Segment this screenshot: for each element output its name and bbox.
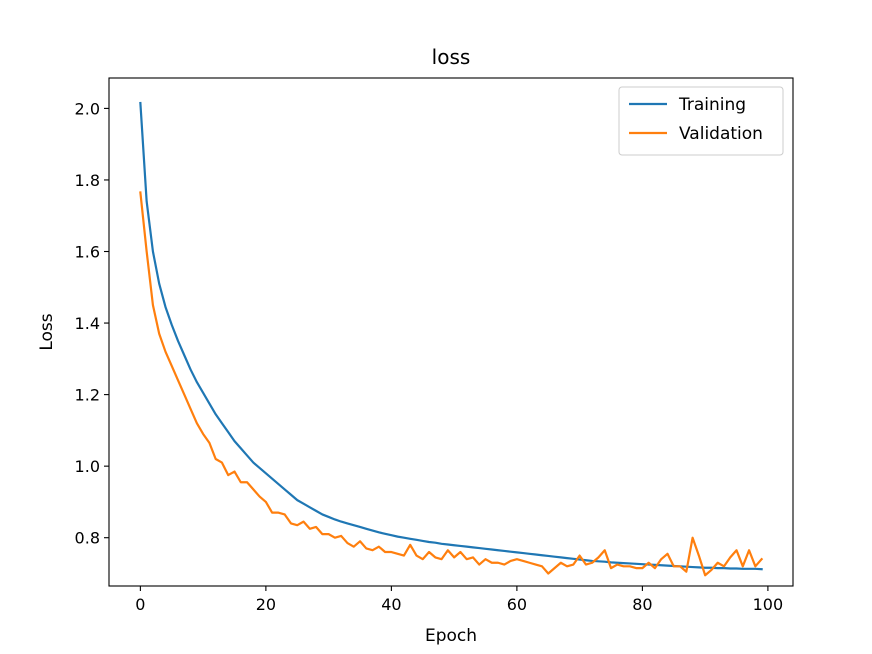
legend: Training Validation <box>618 86 784 156</box>
y-axis-title: Loss <box>37 313 57 350</box>
y-tick-label: 1.2 <box>75 386 100 405</box>
y-axis: 0.8 1.0 1.2 1.4 1.6 1.8 2.0 <box>75 99 109 548</box>
y-tick-label: 0.8 <box>75 529 100 548</box>
legend-label-validation: Validation <box>679 124 763 144</box>
y-tick-label: 1.4 <box>75 314 100 333</box>
axes-frame <box>108 77 794 587</box>
x-tick-label: 20 <box>256 595 276 614</box>
plot-area <box>108 77 794 587</box>
x-axis-title: Epoch <box>425 626 477 646</box>
x-tick-label: 0 <box>135 595 145 614</box>
x-axis: 0 20 40 60 80 100 <box>135 586 783 614</box>
y-tick-label: 2.0 <box>75 99 100 118</box>
x-tick-label: 40 <box>381 595 401 614</box>
chart-title: loss <box>432 45 471 69</box>
x-tick-label: 80 <box>632 595 652 614</box>
y-tick-label: 1.6 <box>75 243 100 262</box>
series-line-validation <box>139 191 764 577</box>
x-tick-label: 100 <box>753 595 784 614</box>
y-tick-label: 1.0 <box>75 457 100 476</box>
x-tick-label: 60 <box>507 595 527 614</box>
legend-label-training: Training <box>678 95 746 115</box>
y-tick-label: 1.8 <box>75 171 100 190</box>
